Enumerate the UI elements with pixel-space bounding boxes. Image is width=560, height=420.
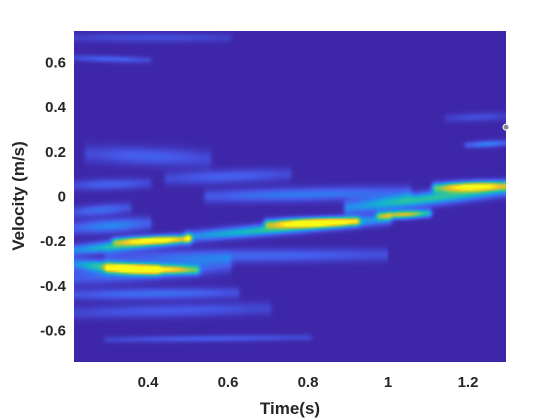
y-tick-label: 0.2 xyxy=(45,144,66,161)
x-tick-label: 0.8 xyxy=(298,374,319,391)
y-axis-label: Velocity (m/s) xyxy=(9,141,28,251)
y-axis-ticks: 0.6 0.4 0.2 0 -0.2 -0.4 -0.6 xyxy=(40,54,67,339)
data-marker-layer xyxy=(502,123,510,131)
y-tick-label: 0.4 xyxy=(45,99,67,116)
x-tick-label: 0.4 xyxy=(138,374,160,391)
x-axis-label: Time(s) xyxy=(260,399,320,418)
y-tick-label: 0.6 xyxy=(45,54,66,71)
plot-area xyxy=(74,31,506,362)
y-tick-label: 0 xyxy=(58,189,66,206)
y-tick-label: -0.4 xyxy=(40,278,67,295)
x-axis-ticks: 0.4 0.6 0.8 1 1.2 xyxy=(138,374,479,391)
y-tick-label: -0.6 xyxy=(40,323,66,340)
heatmap-image xyxy=(74,31,506,362)
y-tick-label: -0.2 xyxy=(40,233,66,250)
x-tick-label: 1 xyxy=(384,374,392,391)
data-marker xyxy=(502,123,510,131)
x-tick-label: 1.2 xyxy=(458,374,479,391)
x-tick-label: 0.6 xyxy=(218,374,239,391)
